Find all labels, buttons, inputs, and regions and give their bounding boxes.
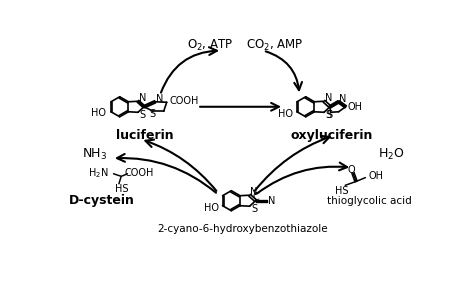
Text: H$_2$N: H$_2$N xyxy=(88,166,109,180)
Text: S: S xyxy=(149,109,155,119)
Text: N: N xyxy=(325,93,332,103)
Text: S: S xyxy=(251,204,257,214)
Text: D-cystein: D-cystein xyxy=(69,194,135,207)
Text: 2-cyano-6-hydroxybenzothiazole: 2-cyano-6-hydroxybenzothiazole xyxy=(158,224,328,234)
Text: OH: OH xyxy=(368,171,383,181)
Text: COOH: COOH xyxy=(124,168,154,178)
Text: N: N xyxy=(339,94,347,104)
Text: S: S xyxy=(139,110,146,120)
Text: O$_2$, ATP: O$_2$, ATP xyxy=(187,38,234,53)
Text: HO: HO xyxy=(278,109,293,119)
Text: HS: HS xyxy=(335,186,348,196)
Text: luciferin: luciferin xyxy=(116,129,173,142)
Text: HO: HO xyxy=(204,203,219,213)
Text: N: N xyxy=(250,187,258,197)
Text: oxyluciferin: oxyluciferin xyxy=(291,129,373,142)
Text: O: O xyxy=(347,165,355,175)
Text: C: C xyxy=(253,192,260,202)
Text: N: N xyxy=(156,94,163,104)
Text: H$_2$O: H$_2$O xyxy=(378,147,404,162)
Text: N: N xyxy=(139,93,146,103)
Text: N: N xyxy=(268,196,276,206)
Text: S: S xyxy=(326,110,332,120)
Text: NH$_3$: NH$_3$ xyxy=(82,147,107,162)
Text: COOH: COOH xyxy=(169,96,199,106)
Text: OH: OH xyxy=(348,102,363,112)
Text: HS: HS xyxy=(115,184,128,194)
Text: S: S xyxy=(327,110,333,120)
Text: thioglycolic acid: thioglycolic acid xyxy=(327,196,411,206)
Text: CO$_2$, AMP: CO$_2$, AMP xyxy=(246,38,303,53)
Text: HO: HO xyxy=(91,108,106,118)
